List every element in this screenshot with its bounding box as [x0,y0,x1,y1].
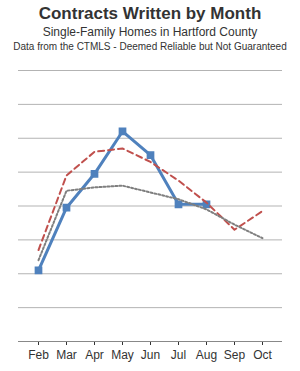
html-text:Contracts Written by Month: Contracts Written by Month [38,4,262,23]
svg-text:May: May [111,348,134,362]
svg-text:Jul: Jul [171,348,186,362]
svg-text:Aug: Aug [196,348,217,362]
svg-text:Jun: Jun [141,348,160,362]
html-text:Single-Family Homes in Hartfor: Single-Family Homes in Hartford County [42,25,258,39]
svg-text:Feb: Feb [28,348,49,362]
html-text:Data from the CTMLS - Deemed R: Data from the CTMLS - Deemed Reliable bu… [13,41,287,52]
svg-text:Mar: Mar [56,348,77,362]
svg-text:Apr: Apr [85,348,104,362]
svg-text:Sep: Sep [224,348,246,362]
svg-text:Oct: Oct [253,348,272,362]
